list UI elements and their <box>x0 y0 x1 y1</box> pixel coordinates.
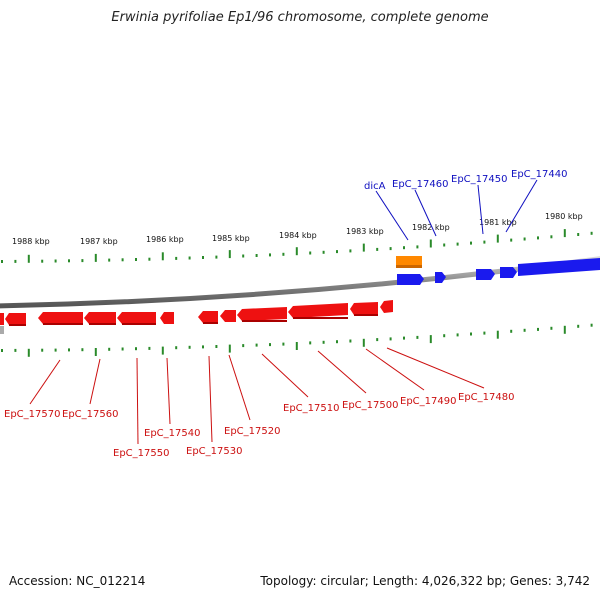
rna-gene-dicA-shadow <box>396 265 422 268</box>
leader-line-EpC_17520 <box>228 354 251 421</box>
forward-gene-2[interactable] <box>435 272 446 283</box>
leader-line-EpC_17560 <box>89 358 101 405</box>
gene-label-EpC_17480[interactable]: EpC_17480 <box>458 392 514 403</box>
reverse-gene-11[interactable] <box>350 302 378 315</box>
reverse-strand-genes <box>0 300 393 326</box>
rna-gene-dicA[interactable] <box>396 256 422 266</box>
reverse-gene-3[interactable] <box>38 312 83 324</box>
scale-labels: 1988 kbp 1987 kbp 1986 kbp 1985 kbp 1984… <box>12 212 583 246</box>
leader-line-dicA <box>375 190 409 241</box>
reverse-gene-1[interactable] <box>0 313 4 325</box>
forward-gene-1[interactable] <box>397 274 424 285</box>
gene-label-EpC_17490[interactable]: EpC_17490 <box>400 396 456 407</box>
forward-gene-4[interactable] <box>500 267 517 278</box>
gene-label-EpC_17510[interactable]: EpC_17510 <box>283 403 339 414</box>
scale-label-1986: 1986 kbp <box>146 235 184 244</box>
scale-label-1981: 1981 kbp <box>479 218 517 227</box>
gene-label-EpC_17450[interactable]: EpC_17450 <box>451 174 507 185</box>
chromosome-backbone <box>0 256 600 309</box>
scale-label-1987: 1987 kbp <box>80 237 118 246</box>
scale-label-1985: 1985 kbp <box>212 234 250 243</box>
gene-label-dicA[interactable]: dicA <box>364 181 386 192</box>
gene-label-EpC_17460[interactable]: EpC_17460 <box>392 179 448 190</box>
reverse-gene-shadows <box>9 314 378 326</box>
leader-line-EpC_17490 <box>365 348 425 391</box>
leader-line-EpC_17550 <box>136 357 139 445</box>
leader-line-EpC_17450 <box>477 184 484 235</box>
forward-gene-labels: dicA EpC_17460 EpC_17450 EpC_17440 <box>364 169 567 241</box>
scale-label-1983: 1983 kbp <box>346 227 384 236</box>
reverse-gene-labels: EpC_17570 EpC_17560 EpC_17550 EpC_17540 … <box>4 347 514 459</box>
leader-line-EpC_17540 <box>166 357 171 425</box>
reverse-gene-12[interactable] <box>380 300 393 313</box>
gene-label-EpC_17550[interactable]: EpC_17550 <box>113 448 169 459</box>
gene-label-EpC_17560[interactable]: EpC_17560 <box>62 409 118 420</box>
leader-line-EpC_17530 <box>208 355 213 443</box>
reverse-gene-10[interactable] <box>288 303 348 318</box>
reverse-gene-6[interactable] <box>160 312 174 324</box>
reverse-gene-8[interactable] <box>220 310 236 322</box>
gene-label-EpC_17570[interactable]: EpC_17570 <box>4 409 60 420</box>
leader-line-EpC_17500 <box>317 350 367 394</box>
reverse-gene-5[interactable] <box>117 312 156 324</box>
scale-label-1982: 1982 kbp <box>412 223 450 232</box>
leader-line-EpC_17510 <box>261 353 309 398</box>
reverse-gene-7[interactable] <box>198 311 218 323</box>
gene-label-EpC_17440[interactable]: EpC_17440 <box>511 169 567 180</box>
leader-line-EpC_17440 <box>505 179 538 233</box>
reverse-gene-9[interactable] <box>237 307 287 321</box>
scale-label-1984: 1984 kbp <box>279 231 317 240</box>
gene-label-EpC_17520[interactable]: EpC_17520 <box>224 426 280 437</box>
reverse-gene-2[interactable] <box>5 313 26 325</box>
forward-gene-3[interactable] <box>476 269 495 280</box>
gene-label-EpC_17540[interactable]: EpC_17540 <box>144 428 200 439</box>
forward-gene-5[interactable] <box>518 258 600 276</box>
leader-line-EpC_17480 <box>386 347 485 389</box>
gene-label-EpC_17500[interactable]: EpC_17500 <box>342 400 398 411</box>
gene-label-EpC_17530[interactable]: EpC_17530 <box>186 446 242 457</box>
genome-meta-label: Topology: circular; Length: 4,026,322 bp… <box>260 574 590 588</box>
outer-scale-ticks <box>1 229 593 263</box>
reverse-gene-4[interactable] <box>84 312 116 324</box>
scale-label-1988: 1988 kbp <box>12 237 50 246</box>
scale-label-1980: 1980 kbp <box>545 212 583 221</box>
map-title: Erwinia pyrifoliae Ep1/96 chromosome, co… <box>111 10 489 25</box>
inner-scale-ticks <box>1 323 593 357</box>
accession-label: Accession: NC_012214 <box>9 574 146 588</box>
leader-line-EpC_17570 <box>29 359 61 405</box>
forward-strand-genes <box>396 256 600 285</box>
leader-line-EpC_17460 <box>414 189 437 237</box>
